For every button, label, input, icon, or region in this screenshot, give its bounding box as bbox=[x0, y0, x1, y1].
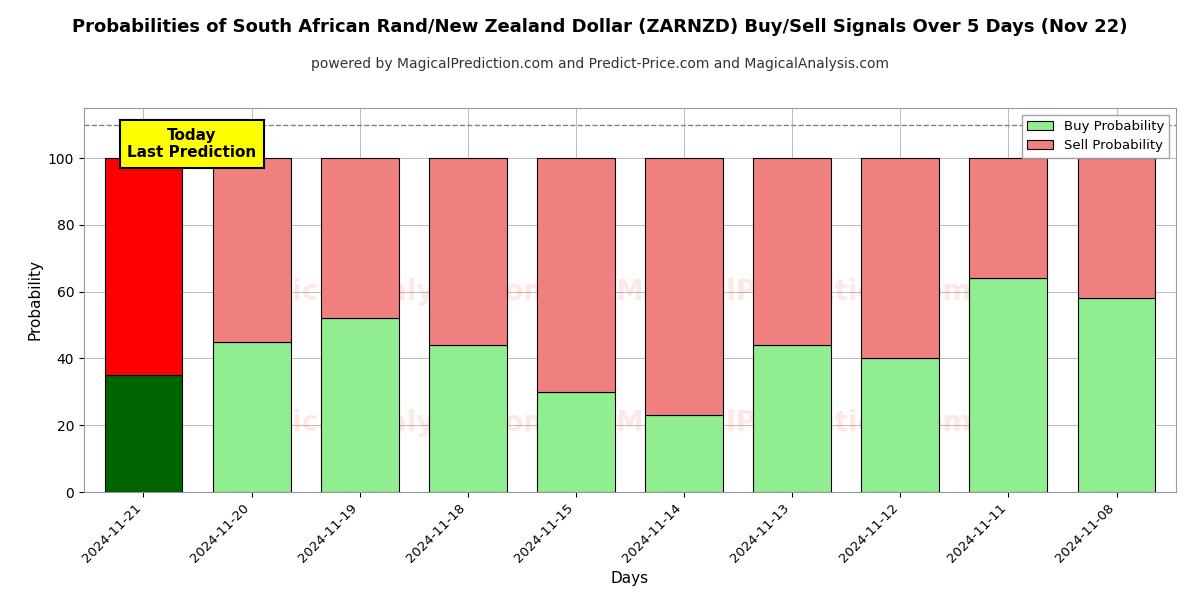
Bar bbox=[320, 319, 398, 492]
Text: MagicalAnalysis.com: MagicalAnalysis.com bbox=[227, 409, 553, 437]
Text: MagicalPrediction.com: MagicalPrediction.com bbox=[616, 409, 972, 437]
Bar bbox=[428, 345, 506, 492]
Bar bbox=[862, 358, 940, 492]
Bar bbox=[104, 158, 182, 375]
Bar bbox=[1078, 158, 1156, 298]
Text: Probabilities of South African Rand/New Zealand Dollar (ZARNZD) Buy/Sell Signals: Probabilities of South African Rand/New … bbox=[72, 18, 1128, 36]
Text: MagicalPrediction.com: MagicalPrediction.com bbox=[616, 278, 972, 307]
Bar bbox=[1078, 298, 1156, 492]
X-axis label: Days: Days bbox=[611, 571, 649, 586]
Bar bbox=[862, 158, 940, 358]
Bar bbox=[538, 158, 614, 392]
Legend: Buy Probability, Sell Probability: Buy Probability, Sell Probability bbox=[1021, 115, 1170, 158]
Bar bbox=[970, 158, 1048, 278]
Bar bbox=[970, 278, 1048, 492]
Text: powered by MagicalPrediction.com and Predict-Price.com and MagicalAnalysis.com: powered by MagicalPrediction.com and Pre… bbox=[311, 57, 889, 71]
Text: Today
Last Prediction: Today Last Prediction bbox=[127, 128, 257, 160]
Bar bbox=[754, 158, 832, 345]
Bar bbox=[320, 158, 398, 319]
Bar bbox=[754, 345, 832, 492]
Bar bbox=[212, 158, 290, 342]
Bar bbox=[646, 415, 722, 492]
Bar bbox=[538, 392, 614, 492]
Y-axis label: Probability: Probability bbox=[28, 259, 42, 340]
Bar bbox=[646, 158, 722, 415]
Bar bbox=[104, 375, 182, 492]
Bar bbox=[428, 158, 506, 345]
Text: MagicalAnalysis.com: MagicalAnalysis.com bbox=[227, 278, 553, 307]
Bar bbox=[212, 342, 290, 492]
